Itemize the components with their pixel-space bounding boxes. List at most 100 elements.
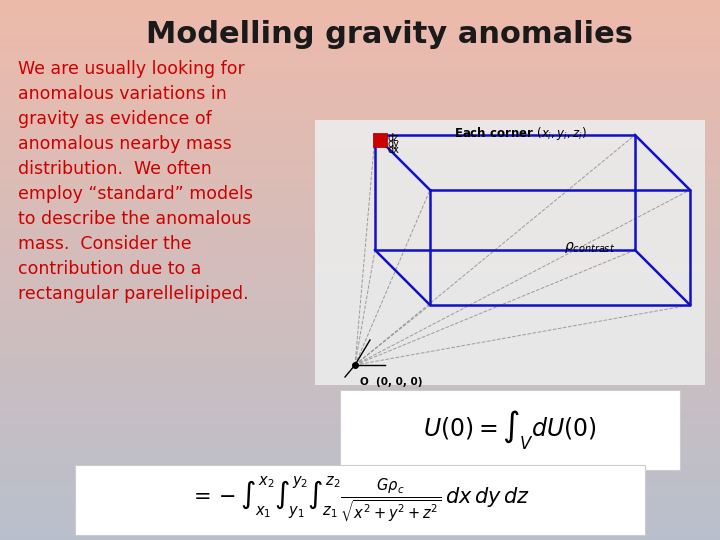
Bar (0, 338, 720, 340)
Bar (0, 451, 720, 454)
Bar (0, 435, 720, 437)
Bar (0, 416, 720, 418)
Bar (0, 529, 720, 532)
Text: We are usually looking for
anomalous variations in
gravity as evidence of
anomal: We are usually looking for anomalous var… (18, 60, 253, 303)
Bar (0, 491, 720, 494)
Bar (0, 5, 720, 8)
Bar (0, 400, 720, 402)
Bar (0, 308, 720, 310)
Bar (0, 464, 720, 467)
Bar (0, 510, 720, 513)
Bar (0, 89, 720, 92)
Bar (0, 472, 720, 475)
Bar (0, 497, 720, 500)
Bar (0, 111, 720, 113)
Bar (0, 81, 720, 84)
Bar (0, 105, 720, 108)
Bar (0, 124, 720, 127)
Bar (0, 165, 720, 167)
Bar (0, 113, 720, 116)
Bar (0, 405, 720, 408)
Bar (0, 302, 720, 305)
Bar (0, 202, 720, 205)
Bar (0, 481, 720, 483)
Bar (0, 192, 720, 194)
Bar (0, 392, 720, 394)
Bar (0, 135, 720, 138)
Bar (0, 456, 720, 459)
Bar (0, 108, 720, 111)
Bar (0, 289, 720, 292)
Bar (0, 367, 720, 370)
Bar (0, 410, 720, 413)
Bar (0, 526, 720, 529)
Bar (0, 49, 720, 51)
Bar (0, 122, 720, 124)
Bar (0, 278, 720, 281)
Bar (0, 32, 720, 35)
Bar (0, 167, 720, 170)
Bar (0, 157, 720, 159)
Bar (0, 418, 720, 421)
Bar (0, 73, 720, 76)
Bar (0, 8, 720, 11)
Bar (0, 30, 720, 32)
Bar (0, 230, 720, 232)
Bar (0, 381, 720, 383)
Bar (0, 92, 720, 94)
Bar (0, 489, 720, 491)
Bar (0, 243, 720, 246)
Bar (0, 256, 720, 259)
Bar (0, 235, 720, 238)
Bar (0, 54, 720, 57)
Bar (0, 324, 720, 327)
Bar (0, 462, 720, 464)
Bar (0, 429, 720, 432)
Bar (0, 505, 720, 508)
Bar (0, 116, 720, 119)
Bar (0, 184, 720, 186)
Bar (0, 170, 720, 173)
Text: Modelling gravity anomalies: Modelling gravity anomalies (146, 20, 634, 49)
Bar (0, 281, 720, 284)
Bar (0, 402, 720, 405)
Bar (0, 300, 720, 302)
Bar (0, 532, 720, 535)
FancyBboxPatch shape (315, 120, 705, 385)
Bar (0, 219, 720, 221)
Bar (0, 70, 720, 73)
Bar (0, 427, 720, 429)
Bar (0, 443, 720, 445)
Bar (0, 354, 720, 356)
Bar (0, 294, 720, 297)
Bar (0, 232, 720, 235)
Bar (0, 508, 720, 510)
Bar (0, 0, 720, 3)
Bar (0, 486, 720, 489)
Text: dz: dz (387, 133, 398, 143)
Bar (0, 335, 720, 338)
Bar (0, 378, 720, 381)
Bar (0, 200, 720, 202)
Bar (0, 386, 720, 389)
Bar (0, 140, 720, 143)
Bar (0, 3, 720, 5)
Bar (0, 78, 720, 81)
Bar (0, 248, 720, 251)
Bar (0, 340, 720, 343)
Bar (0, 62, 720, 65)
Bar (0, 364, 720, 367)
Bar (0, 362, 720, 364)
Bar (0, 478, 720, 481)
Bar (0, 351, 720, 354)
Bar (0, 43, 720, 46)
Text: O  (0, 0, 0): O (0, 0, 0) (360, 377, 423, 387)
Bar (0, 46, 720, 49)
Bar (0, 178, 720, 181)
Bar (0, 516, 720, 518)
Bar (0, 59, 720, 62)
Bar (0, 446, 720, 448)
Bar (0, 22, 720, 24)
Bar (0, 208, 720, 211)
Bar (0, 154, 720, 157)
